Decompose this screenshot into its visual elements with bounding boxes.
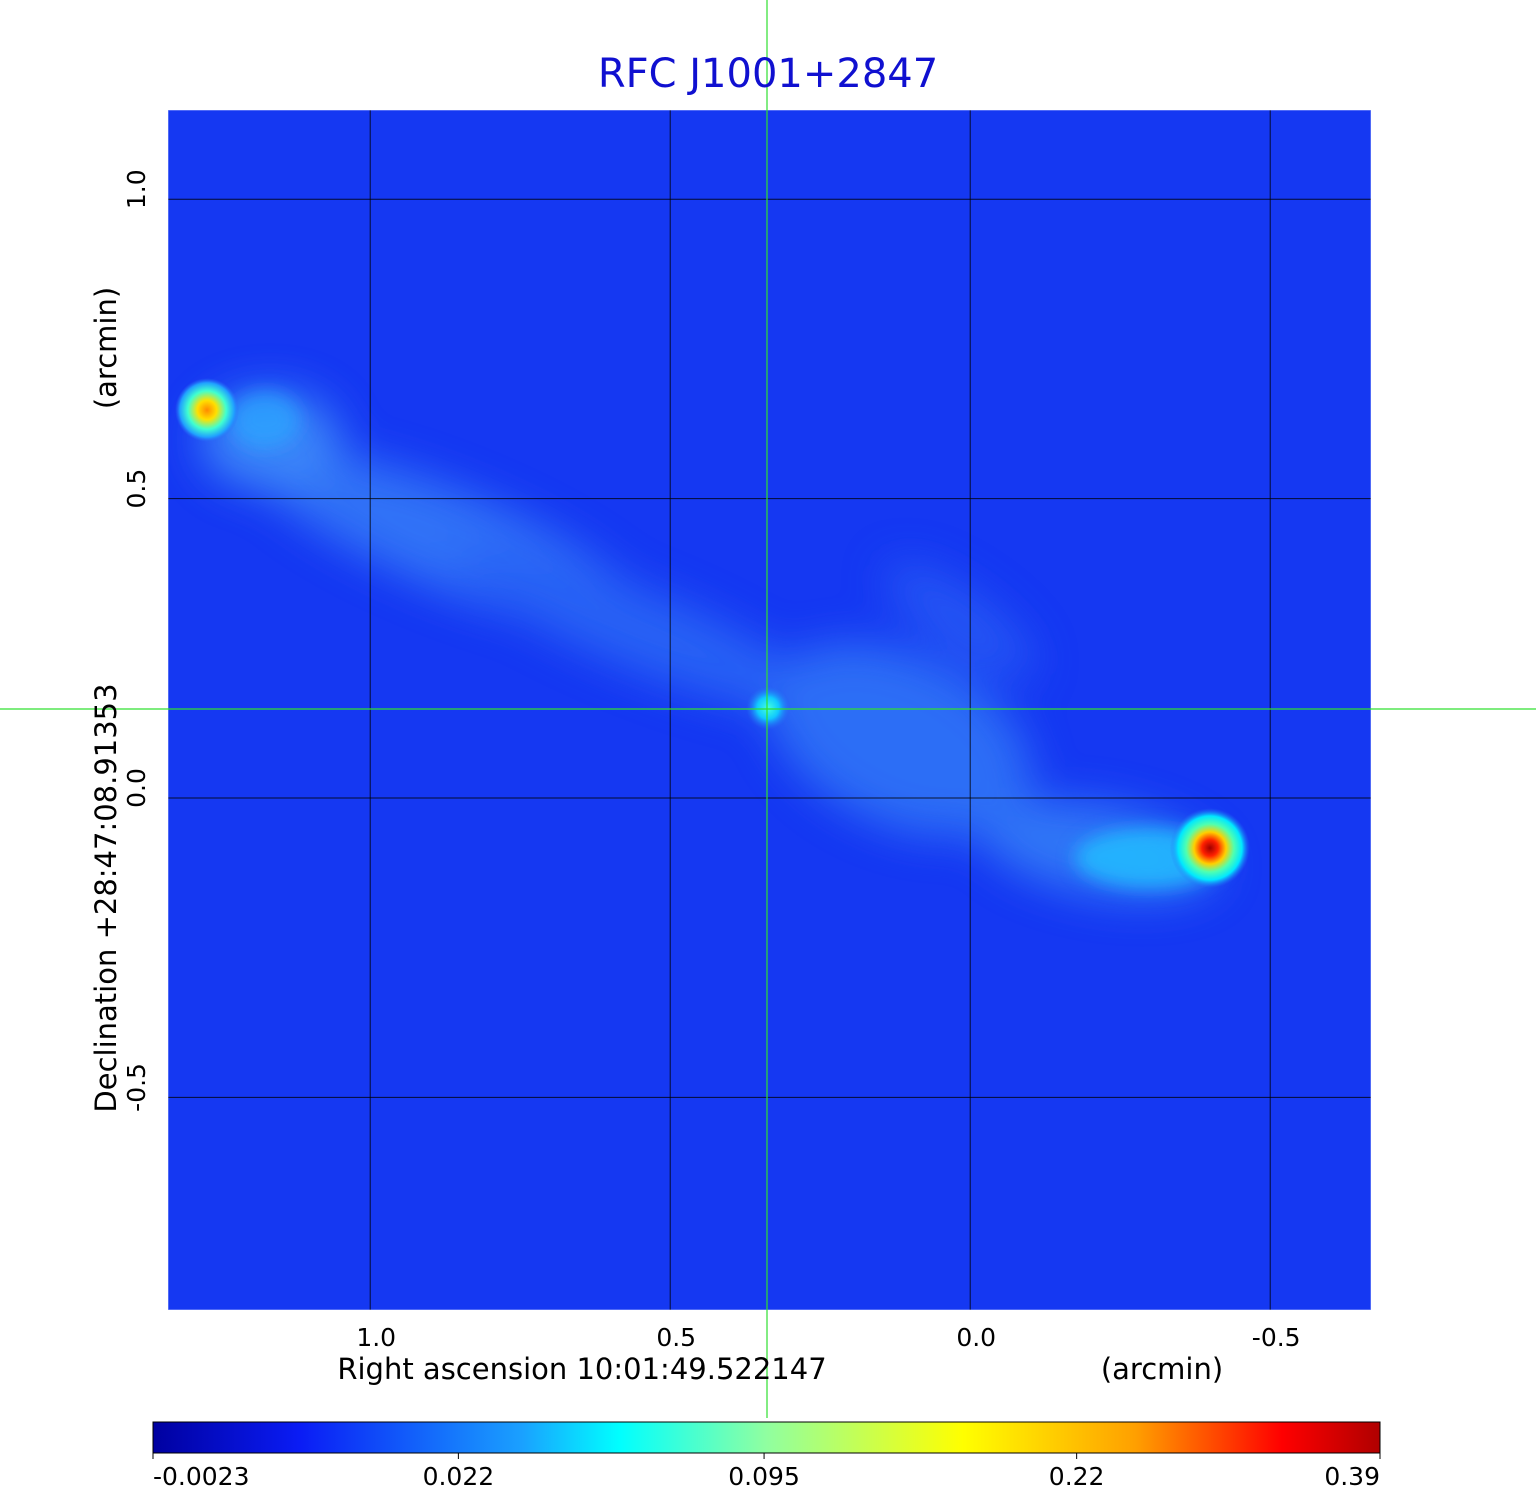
x-tick-label: 1.0 xyxy=(356,1323,396,1352)
radio-image xyxy=(168,110,1371,1310)
y-axis-label: Declination +28:47:08.91353 xyxy=(89,683,123,1112)
colorbar-tick-label: 0.095 xyxy=(728,1462,800,1491)
y-axis-unit: (arcmin) xyxy=(89,287,123,409)
x-tick-label: -0.5 xyxy=(1252,1323,1301,1352)
plot-frame xyxy=(167,109,1372,1311)
colorbar-tick-label: 0.022 xyxy=(423,1462,495,1491)
y-tick-label: 0.0 xyxy=(122,768,151,808)
x-tick-label: 0.0 xyxy=(956,1323,996,1352)
colorbar-tick-label: 0.39 xyxy=(1324,1462,1380,1491)
y-tick-label: 1.0 xyxy=(122,169,151,209)
colorbar xyxy=(152,1421,1381,1454)
y-tick-label: -0.5 xyxy=(122,1063,151,1112)
colorbar-tick-label: -0.0023 xyxy=(153,1462,250,1491)
x-axis-label: Right ascension 10:01:49.522147 xyxy=(337,1352,826,1386)
chart-title: RFC J1001+2847 xyxy=(598,51,938,97)
x-axis-unit: (arcmin) xyxy=(1101,1352,1223,1386)
x-tick-label: 0.5 xyxy=(656,1323,696,1352)
colorbar-tick-label: 0.22 xyxy=(1049,1462,1105,1491)
y-tick-label: 0.5 xyxy=(122,469,151,509)
